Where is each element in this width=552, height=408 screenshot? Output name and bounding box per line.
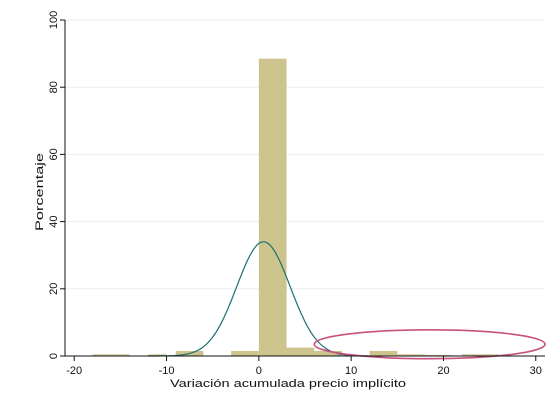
x-tick-label: 0 [256, 365, 262, 377]
y-tick-labels: 0 20 40 60 80 100 [48, 11, 60, 359]
gridlines [65, 19, 545, 357]
y-axis-title: Porcentaje [34, 153, 46, 231]
x-axis-title: Variación acumulada precio implícito [170, 378, 406, 390]
histogram-bar [314, 350, 342, 356]
x-tick-label: 10 [345, 365, 357, 377]
histogram-bar [148, 354, 167, 356]
axes [60, 19, 545, 361]
x-tick-label: 30 [530, 365, 542, 377]
histogram-bar [286, 347, 315, 356]
y-tick-label: 60 [48, 148, 60, 160]
y-tick-label: 80 [48, 81, 60, 93]
y-tick-label: 20 [48, 283, 60, 295]
y-tick-label: 100 [48, 11, 60, 29]
y-tick-label: 0 [48, 353, 60, 359]
highlight-ellipse [313, 328, 546, 360]
histogram-bar [231, 350, 259, 356]
histogram-bar [258, 58, 287, 356]
x-tick-label: -10 [159, 365, 175, 377]
x-tick-labels: -20 -10 0 10 20 30 [66, 365, 542, 377]
x-tick-label: -20 [66, 365, 82, 377]
histogram-bar [425, 354, 453, 356]
histogram-bar [369, 350, 398, 356]
histogram-bar [92, 354, 130, 356]
histogram-bar [461, 354, 499, 356]
histogram-bars [92, 58, 499, 356]
x-tick-label: 20 [437, 365, 449, 377]
y-tick-label: 40 [48, 215, 60, 227]
histogram-bar [397, 354, 425, 356]
